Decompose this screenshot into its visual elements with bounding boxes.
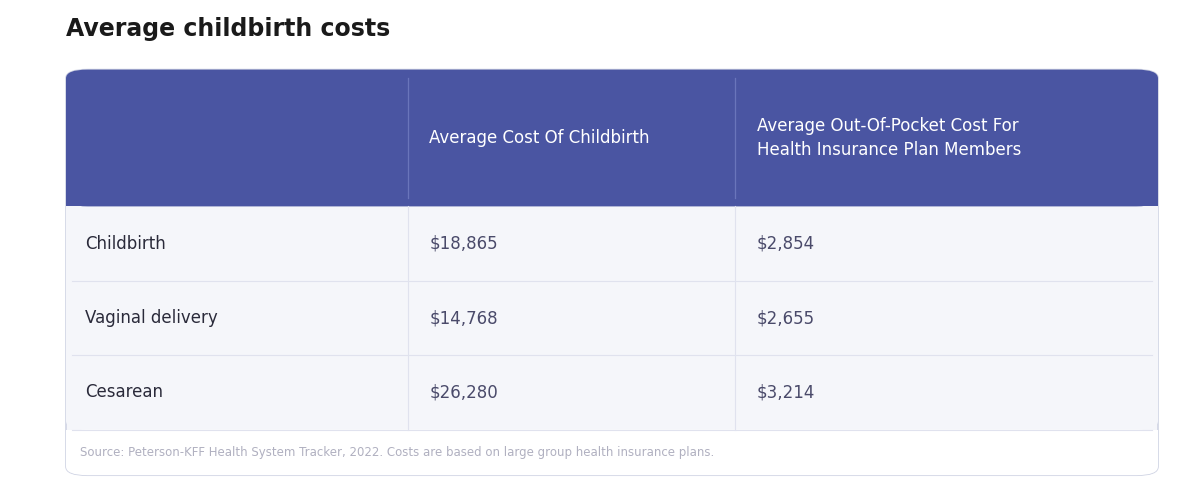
FancyBboxPatch shape xyxy=(66,281,1158,355)
Text: $14,768: $14,768 xyxy=(430,309,498,327)
FancyBboxPatch shape xyxy=(66,355,1158,400)
Text: Cesarean: Cesarean xyxy=(85,384,163,401)
Text: $2,655: $2,655 xyxy=(757,309,815,327)
Text: Childbirth: Childbirth xyxy=(85,235,166,252)
FancyBboxPatch shape xyxy=(66,430,1158,455)
FancyBboxPatch shape xyxy=(66,70,1158,206)
Text: Average Out-Of-Pocket Cost For
Health Insurance Plan Members: Average Out-Of-Pocket Cost For Health In… xyxy=(757,117,1021,159)
Text: Average childbirth costs: Average childbirth costs xyxy=(66,17,390,41)
FancyBboxPatch shape xyxy=(66,206,1158,281)
Text: $26,280: $26,280 xyxy=(430,384,498,401)
FancyBboxPatch shape xyxy=(66,430,1158,475)
Text: Vaginal delivery: Vaginal delivery xyxy=(85,309,218,327)
Text: Average Cost Of Childbirth: Average Cost Of Childbirth xyxy=(430,129,649,147)
Text: $18,865: $18,865 xyxy=(430,235,498,252)
Text: Source: Peterson-KFF Health System Tracker, 2022. Costs are based on large group: Source: Peterson-KFF Health System Track… xyxy=(80,446,715,459)
FancyBboxPatch shape xyxy=(66,355,1158,430)
Text: $2,854: $2,854 xyxy=(757,235,815,252)
FancyBboxPatch shape xyxy=(66,172,1158,206)
FancyBboxPatch shape xyxy=(66,70,1158,475)
Text: $3,214: $3,214 xyxy=(757,384,815,401)
